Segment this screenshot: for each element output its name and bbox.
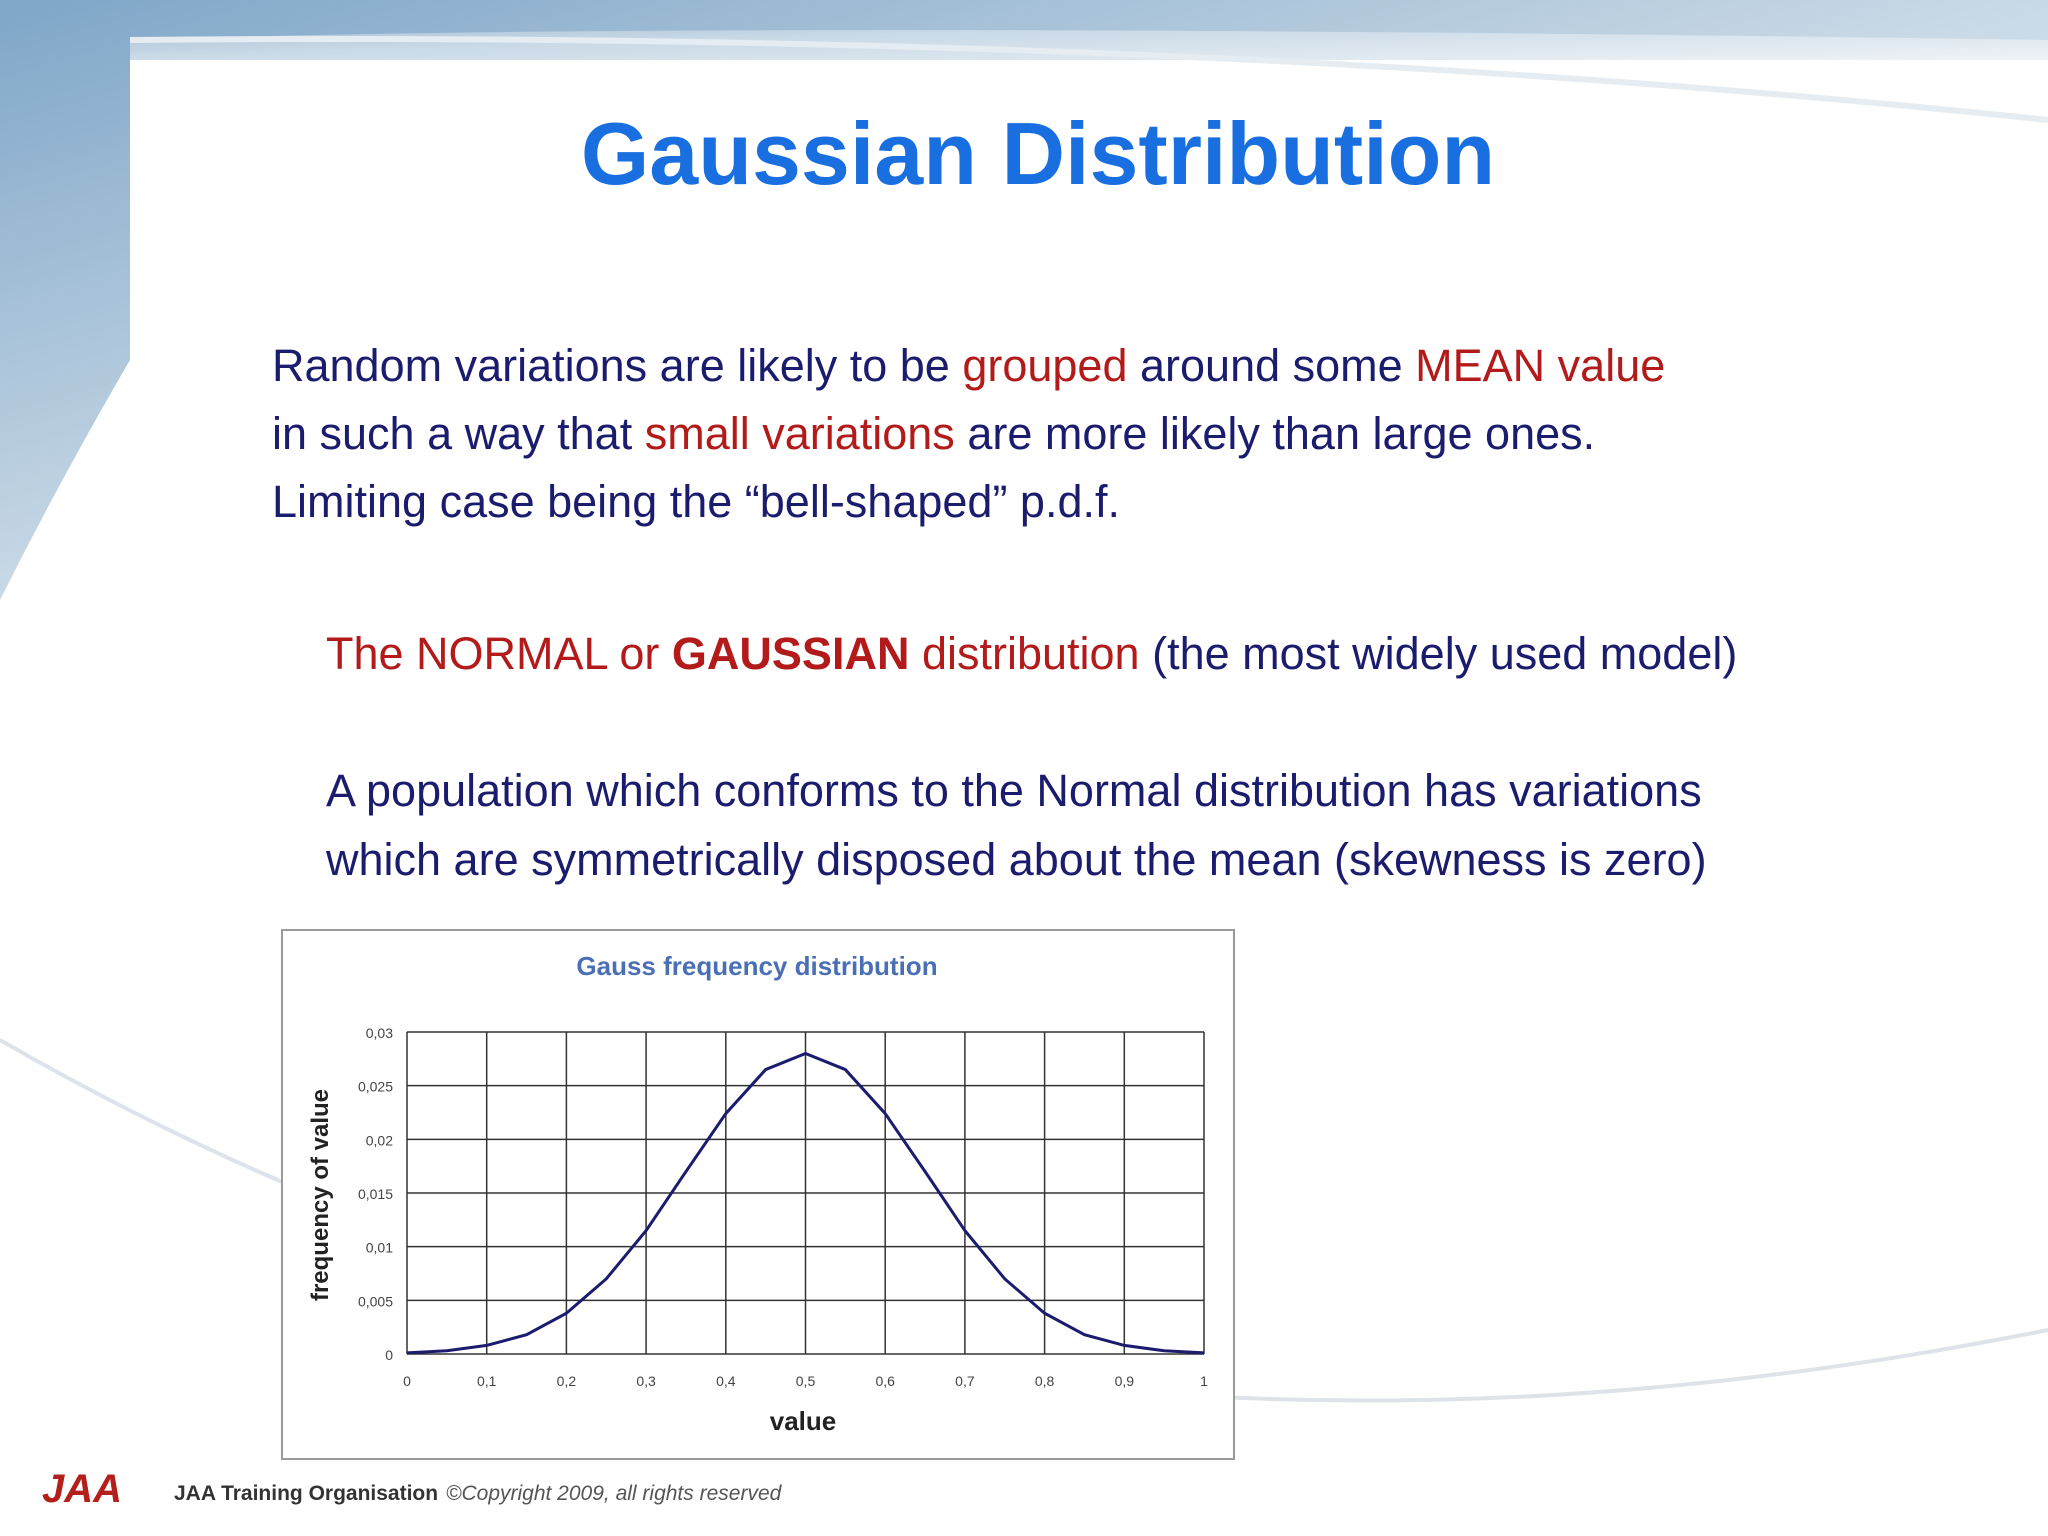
text-run: GAUSSIAN [672,628,910,679]
y-axis-label: frequency of value [307,1089,334,1301]
text-run: A population which conforms to the Norma… [326,765,1702,816]
y-tick-label: 0 [385,1347,393,1363]
x-tick-label: 0,2 [557,1373,577,1389]
x-tick-label: 0,9 [1115,1373,1135,1389]
body-line: A population which conforms to the Norma… [326,765,1702,816]
text-run: grouped [962,340,1127,391]
text-run: small variations [645,408,955,459]
x-tick-label: 0,4 [716,1373,736,1389]
x-tick-label: 1 [1200,1373,1208,1389]
x-axis-label: value [770,1406,837,1436]
text-run: Limiting case being the “bell-shaped” p.… [272,476,1120,527]
text-run: are more likely than large ones. [955,408,1595,459]
x-tick-label: 0 [403,1373,411,1389]
y-tick-label: 0,03 [366,1025,393,1041]
text-run: around some [1128,340,1416,391]
body-line: which are symmetrically disposed about t… [325,834,1707,885]
text-run: distribution [909,628,1139,679]
y-tick-label: 0,02 [366,1132,393,1148]
body-line: Limiting case being the “bell-shaped” p.… [272,476,1120,527]
y-tick-label: 0,015 [358,1186,393,1202]
text-run: Random variations are likely to be [272,340,962,391]
x-tick-label: 0,1 [477,1373,497,1389]
x-tick-label: 0,3 [636,1373,656,1389]
y-tick-label: 0,01 [366,1240,393,1256]
footer-logo: JAA [42,1467,122,1511]
text-run: which are symmetrically disposed about t… [325,834,1707,885]
swoosh [129,36,2048,123]
text-run: (the most widely used model) [1140,628,1738,679]
footer-copyright: ©Copyright 2009, all rights reserved [446,1482,783,1505]
text-run: in such a way that [272,408,645,459]
line-series [406,1051,1205,1355]
x-tick-label: 0,5 [796,1373,816,1389]
x-tick-label: 0,7 [955,1373,975,1389]
chart-title: Gauss frequency distribution [576,951,937,981]
text-run: The NORMAL or [326,628,672,679]
body-line: in such a way that small variations are … [272,408,1595,459]
x-tick-label: 0,6 [875,1373,895,1389]
chart-frame [281,929,1235,1460]
slide-title: Gaussian Distribution [581,104,1495,203]
content: Gaussian Distribution Random variations a… [42,104,1737,1511]
text-run: MEAN value [1415,340,1665,391]
body-line: Random variations are likely to be group… [272,340,1665,391]
body-line: The NORMAL or GAUSSIAN distribution (the… [326,628,1737,679]
y-tick-label: 0,005 [358,1293,393,1309]
y-tick-label: 0,025 [358,1079,393,1095]
x-tick-label: 0,8 [1035,1373,1055,1389]
footer-organisation: JAA Training Organisation [174,1482,438,1505]
